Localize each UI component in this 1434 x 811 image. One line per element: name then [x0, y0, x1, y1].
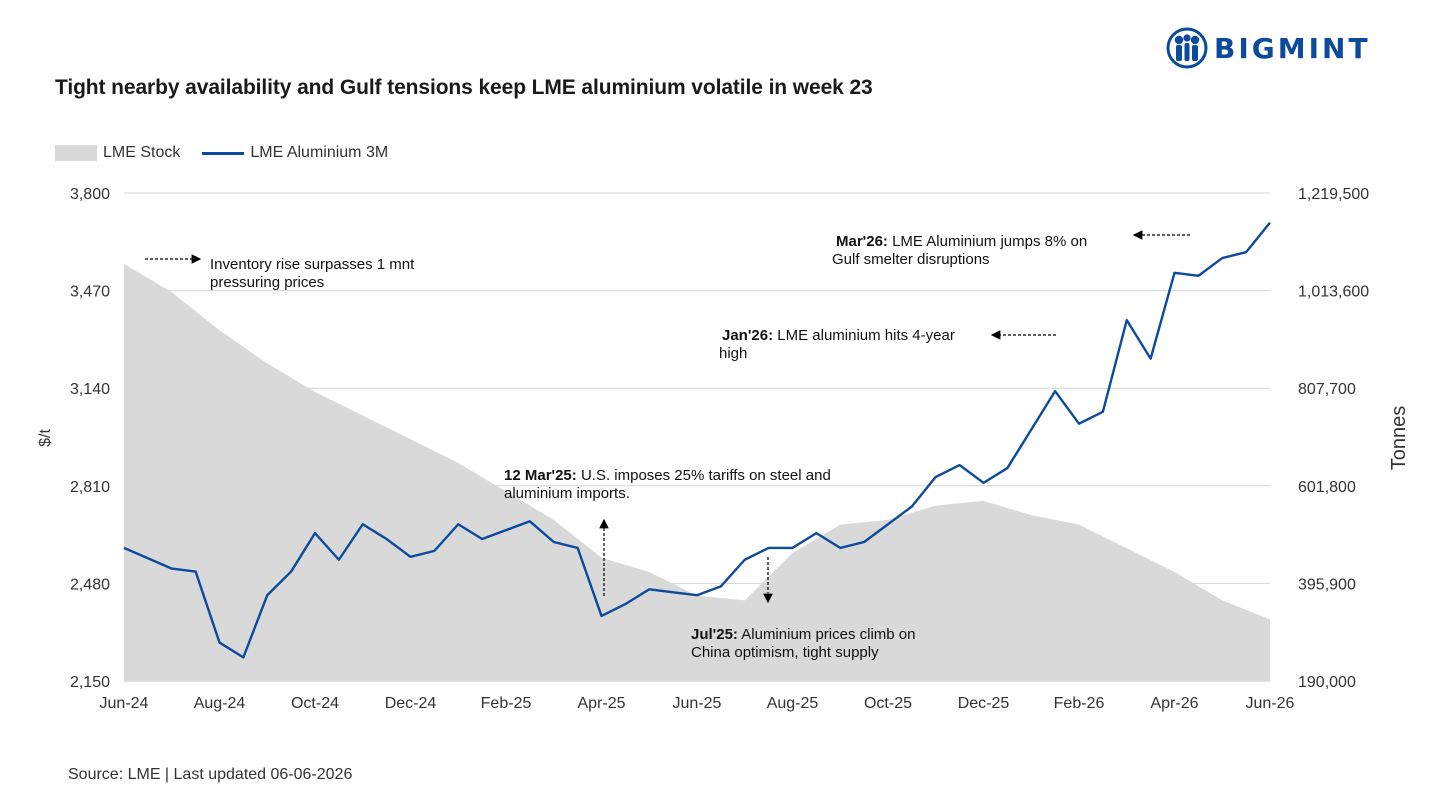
chart-title: Tight nearby availability and Gulf tensi… [55, 76, 873, 99]
y2-tick-label: 1,013,600 [1298, 284, 1369, 301]
x-tick-label: Aug-24 [194, 695, 246, 712]
annotation-jan26-line1-text: Jan'26: LME aluminium hits 4-year [722, 327, 955, 344]
brand-logo: BIGMINT [1166, 27, 1371, 69]
annotation-jul25-line1: Aluminium prices climb on [738, 626, 916, 643]
legend-swatch-price [202, 151, 245, 155]
legend-label-stock: LME Stock [103, 144, 181, 161]
annotation-tariffs-line1: U.S. imposes 25% tariffs on steel and [577, 467, 831, 484]
annotation-jan26-line1: LME aluminium hits 4-year [773, 327, 955, 344]
annotation-tariffs-line1-text: 12 Mar'25: U.S. imposes 25% tariffs on s… [504, 467, 831, 484]
annotation-jul25-line2: China optimism, tight supply [691, 644, 879, 661]
chart-legend: LME Stock LME Aluminium 3M [55, 144, 410, 162]
legend-item-stock: LME Stock [55, 144, 180, 162]
legend-label-price: LME Aluminium 3M [250, 144, 389, 161]
source-note: Source: LME | Last updated 06-06-2026 [68, 766, 353, 783]
annotation-jul25: Jul'25: Aluminium prices climb on China … [691, 557, 915, 661]
x-tick-label: Apr-26 [1150, 695, 1198, 712]
x-tick-label: Dec-24 [385, 695, 437, 712]
y2-tick-label: 807,700 [1298, 381, 1356, 398]
y-tick-label: 2,480 [70, 576, 110, 593]
axis-labels: 3,800 3,470 3,140 2,810 2,480 2,150 1,219,500 1… [70, 186, 1369, 712]
x-tick-label: Aug-25 [767, 695, 819, 712]
annotation-jul25-line1-text: Jul'25: Aluminium prices climb on [691, 626, 915, 643]
y-tick-label: 2,150 [70, 674, 110, 691]
x-tick-label: Oct-25 [864, 695, 912, 712]
x-tick-label: Jun-25 [673, 695, 722, 712]
x-tick-label: Dec-25 [958, 695, 1010, 712]
annotation-mar26-line2: Gulf smelter disruptions [832, 251, 990, 268]
x-tick-label: Oct-24 [291, 695, 339, 712]
y-tick-label: 3,800 [70, 186, 110, 203]
y2-tick-label: 190,000 [1298, 674, 1356, 691]
x-tick-label: Jun-24 [100, 695, 149, 712]
x-tick-label: Apr-25 [577, 695, 625, 712]
annotation-tariffs-line2: aluminium imports. [504, 485, 630, 502]
y2-tick-label: 1,219,500 [1298, 186, 1369, 203]
chart-plot: 3,800 3,470 3,140 2,810 2,480 2,150 1,219,500 1… [37, 186, 1410, 712]
legend-swatch-stock [55, 145, 97, 161]
annotation-mar26-bold: Mar'26: [836, 233, 888, 250]
y2-axis-title: Tonnes [1388, 406, 1410, 471]
x-tick-label: Feb-25 [481, 695, 532, 712]
stock-area-layer [124, 263, 1270, 681]
annotation-jan26-bold: Jan'26: [722, 327, 773, 344]
annotation-inventory: Inventory rise surpasses 1 mnt pressurin… [145, 254, 415, 291]
annotation-jan26-line2: high [719, 345, 747, 362]
annotation-jul25-bold: Jul'25: [691, 626, 738, 643]
annotation-mar26-line1: LME Aluminium jumps 8% on [888, 233, 1087, 250]
y-tick-label: 2,810 [70, 479, 110, 496]
annotation-mar26-line1-text: Mar'26: LME Aluminium jumps 8% on [836, 233, 1087, 250]
stock-area [124, 263, 1270, 681]
y2-tick-label: 601,800 [1298, 479, 1356, 496]
annotation-inventory-line2: pressuring prices [210, 274, 324, 291]
price-line-layer [123, 221, 1271, 659]
x-tick-label: Jun-26 [1246, 695, 1295, 712]
y-tick-label: 3,140 [70, 381, 110, 398]
legend-item-price: LME Aluminium 3M [202, 144, 388, 162]
annotation-jan26: Jan'26: LME aluminium hits 4-year high [719, 327, 1056, 362]
people-logo-icon [1166, 27, 1208, 69]
y2-tick-label: 395,900 [1298, 576, 1356, 593]
annotation-tariffs-bold: 12 Mar'25: [504, 467, 577, 484]
y-tick-label: 3,470 [70, 284, 110, 301]
annotation-mar26: Mar'26: LME Aluminium jumps 8% on Gulf s… [832, 230, 1190, 268]
y-axis-title: $/t [37, 429, 54, 447]
price-line [123, 221, 1271, 659]
annotation-tariffs: 12 Mar'25: U.S. imposes 25% tariffs on s… [504, 467, 831, 596]
annotation-inventory-line1: Inventory rise surpasses 1 mnt [210, 256, 415, 273]
brand-name: BIGMINT [1214, 31, 1371, 65]
x-tick-label: Feb-26 [1054, 695, 1105, 712]
